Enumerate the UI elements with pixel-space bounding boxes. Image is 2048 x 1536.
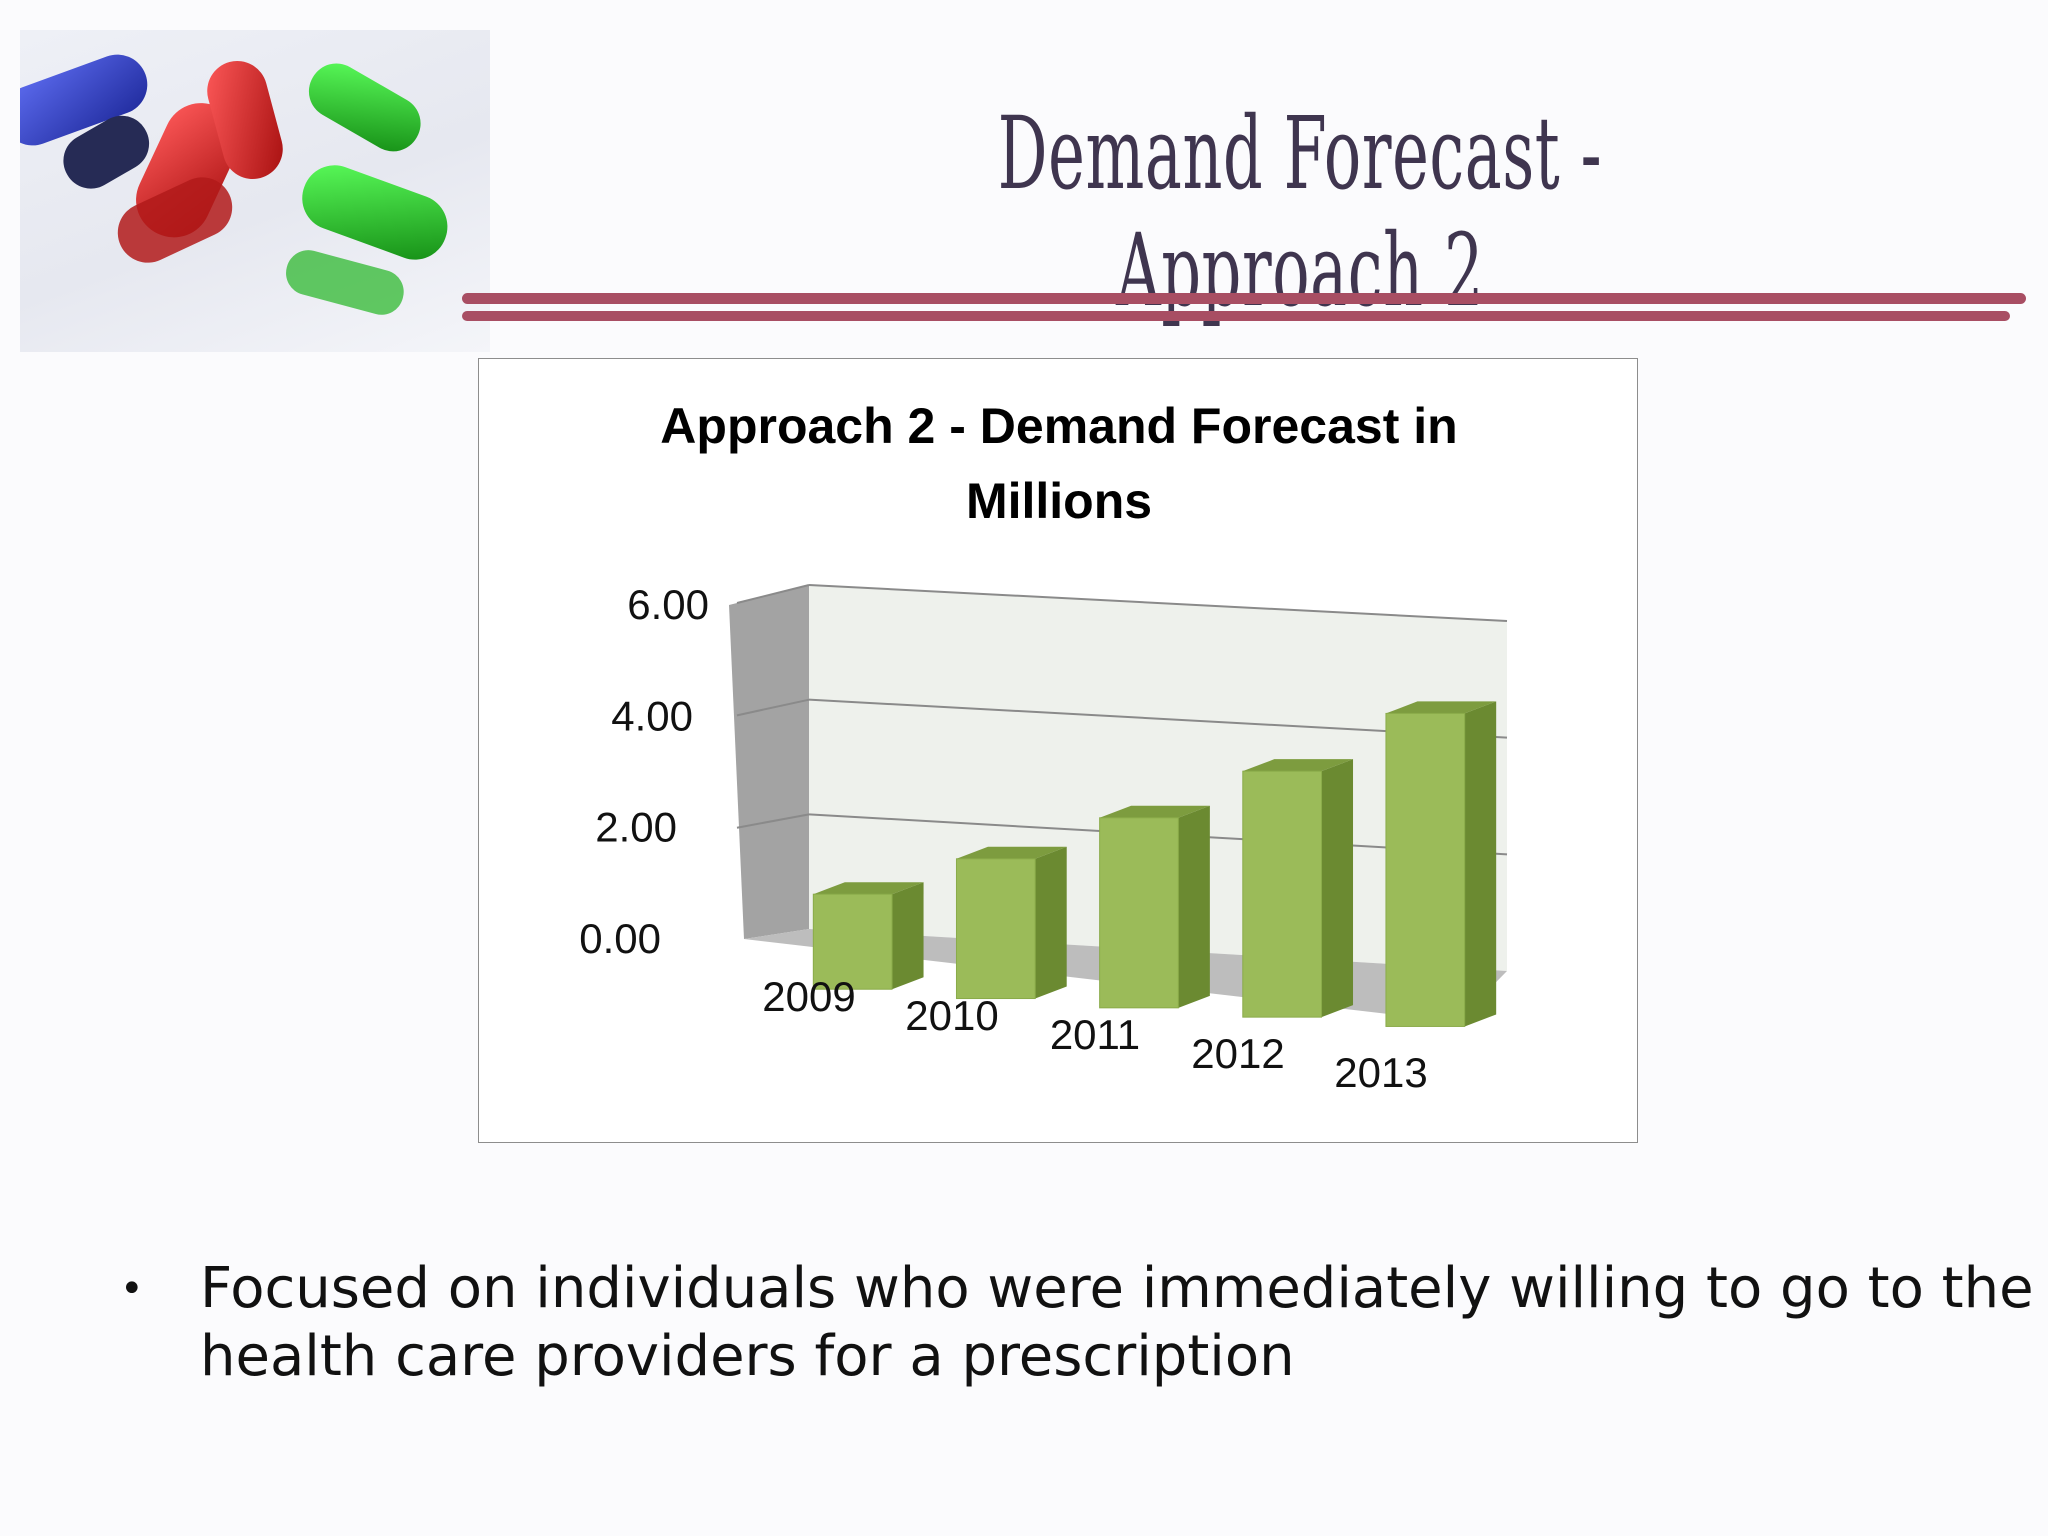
bar-top xyxy=(1385,701,1497,714)
chart-title-line-2: Millions xyxy=(965,473,1153,529)
chart-y-axis: 0.00 2.00 4.00 6.00 xyxy=(579,581,709,962)
bar-2012 xyxy=(1242,759,1354,1018)
title-divider-top xyxy=(462,293,2026,304)
bar-front xyxy=(955,858,1036,1000)
bar-side xyxy=(892,882,924,990)
x-tick-label: 2013 xyxy=(1334,1049,1427,1096)
bar-top xyxy=(956,846,1067,859)
red-pills xyxy=(117,61,283,263)
blue-pill xyxy=(2,54,150,189)
gridline-side xyxy=(736,813,810,829)
title-divider-bottom xyxy=(462,311,2010,321)
y-tick-label: 6.00 xyxy=(627,581,709,628)
bullet-marker: • xyxy=(120,1266,144,1312)
x-tick-label: 2012 xyxy=(1191,1030,1284,1077)
chart-side-wall xyxy=(729,585,809,939)
chart-bars xyxy=(812,701,1497,1027)
chart-container: Approach 2 - Demand Forecast in Millions… xyxy=(478,358,1638,1143)
x-tick-label: 2011 xyxy=(1050,1011,1140,1058)
bar-top xyxy=(1242,759,1354,772)
bar-front xyxy=(1385,712,1466,1027)
bar-side xyxy=(1321,759,1354,1018)
bar-front xyxy=(1242,770,1323,1018)
gridline-side xyxy=(736,698,810,717)
bar-side xyxy=(1035,846,1067,999)
x-tick-label: 2009 xyxy=(762,973,855,1020)
chart-title: Approach 2 - Demand Forecast in Millions xyxy=(479,389,1639,539)
bar-2013 xyxy=(1385,701,1497,1027)
pills-graphic xyxy=(2,54,448,315)
bar-side xyxy=(1178,805,1210,1008)
bar-2010 xyxy=(955,846,1067,1000)
bar-2011 xyxy=(1099,805,1210,1009)
bar-top xyxy=(1099,805,1210,818)
x-tick-label: 2010 xyxy=(905,992,998,1039)
gridline-back xyxy=(808,584,1508,622)
gridline-side xyxy=(736,584,810,604)
bar-front xyxy=(1099,817,1179,1009)
pills-image xyxy=(2,30,490,352)
y-tick-label: 2.00 xyxy=(595,804,677,851)
y-tick-label: 4.00 xyxy=(611,692,693,739)
bar-top xyxy=(813,882,924,895)
chart-plot: 0.00 2.00 4.00 6.00 2009 2010 2011 2012 2013 xyxy=(579,581,1508,1096)
chart-title-line-1: Approach 2 - Demand Forecast in xyxy=(660,398,1458,454)
bar-front xyxy=(812,893,893,990)
slide-title: Demand Forecast - Approach 2 xyxy=(997,95,1603,329)
bar-side xyxy=(1464,701,1497,1027)
y-tick-label: 0.00 xyxy=(579,915,661,962)
bar-2009 xyxy=(812,882,924,990)
green-pills xyxy=(286,63,448,315)
chart-x-axis: 2009 2010 2011 2012 2013 xyxy=(762,973,1427,1096)
bullet-item: Focused on individuals who were immediat… xyxy=(200,1256,2034,1389)
